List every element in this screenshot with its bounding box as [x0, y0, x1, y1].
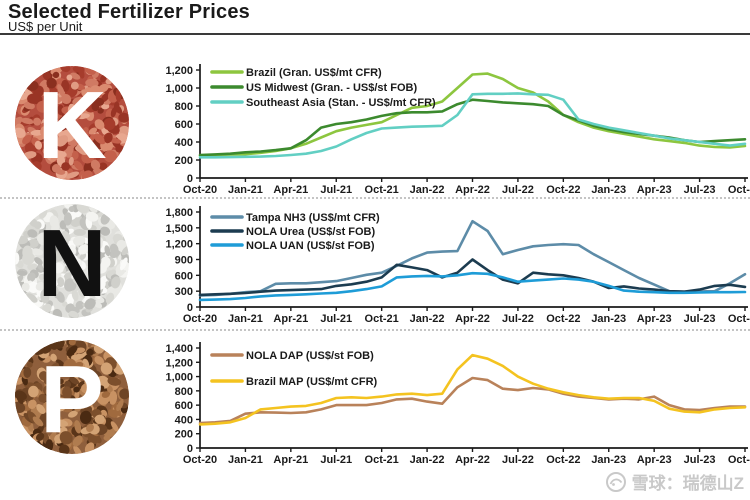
- svg-text:Oct-20: Oct-20: [183, 454, 217, 466]
- svg-text:Jul-22: Jul-22: [502, 313, 534, 325]
- watermark: 雪球：瑞德山Z: [605, 469, 744, 494]
- svg-text:Oct-23: Oct-23: [728, 454, 750, 466]
- svg-text:Apr-22: Apr-22: [455, 454, 490, 466]
- svg-text:900: 900: [175, 255, 193, 267]
- svg-text:400: 400: [175, 137, 193, 149]
- svg-text:Jul-21: Jul-21: [320, 454, 352, 466]
- svg-text:Oct-23: Oct-23: [728, 313, 750, 325]
- xueqiu-logo-icon: [605, 471, 626, 492]
- svg-text:Jul-22: Jul-22: [502, 184, 534, 196]
- svg-text:Jul-21: Jul-21: [320, 184, 352, 196]
- svg-text:0: 0: [187, 173, 193, 185]
- svg-text:Jul-22: Jul-22: [502, 454, 534, 466]
- svg-text:Oct-22: Oct-22: [546, 184, 580, 196]
- nutrient-letter: N: [37, 210, 106, 317]
- svg-text:Oct-22: Oct-22: [546, 454, 580, 466]
- svg-text:Apr-23: Apr-23: [637, 313, 672, 325]
- svg-text:200: 200: [175, 429, 193, 441]
- svg-text:Jul-23: Jul-23: [684, 184, 716, 196]
- svg-text:1,000: 1,000: [165, 372, 193, 384]
- svg-text:Apr-21: Apr-21: [273, 313, 308, 325]
- watermark-text: 雪球：瑞德山Z: [631, 474, 744, 493]
- svg-text:800: 800: [175, 386, 193, 398]
- svg-text:Apr-21: Apr-21: [273, 454, 308, 466]
- potash-k-icon: K: [15, 66, 129, 180]
- svg-text:NOLA DAP (US$/st FOB): NOLA DAP (US$/st FOB): [246, 350, 374, 362]
- svg-text:1,000: 1,000: [165, 83, 193, 95]
- svg-text:Oct-21: Oct-21: [365, 184, 399, 196]
- svg-text:0: 0: [187, 302, 193, 314]
- svg-text:Tampa NH3 (US$/mt CFR): Tampa NH3 (US$/mt CFR): [246, 212, 380, 224]
- svg-text:200: 200: [175, 155, 193, 167]
- svg-text:0: 0: [187, 443, 193, 455]
- svg-text:Oct-21: Oct-21: [365, 313, 399, 325]
- svg-text:Oct-23: Oct-23: [728, 184, 750, 196]
- panel-separator: [0, 329, 750, 331]
- svg-text:800: 800: [175, 101, 193, 113]
- svg-text:Apr-23: Apr-23: [637, 454, 672, 466]
- page-subtitle: US$ per Unit: [8, 19, 83, 34]
- nitrogen-n-icon: N: [15, 204, 129, 318]
- svg-text:Jan-22: Jan-22: [410, 454, 445, 466]
- svg-text:Oct-20: Oct-20: [183, 184, 217, 196]
- svg-text:Jul-23: Jul-23: [684, 313, 716, 325]
- svg-text:600: 600: [175, 270, 193, 282]
- svg-text:Apr-22: Apr-22: [455, 313, 490, 325]
- svg-text:600: 600: [175, 400, 193, 412]
- svg-text:1,500: 1,500: [165, 223, 193, 235]
- svg-text:Jul-21: Jul-21: [320, 313, 352, 325]
- svg-text:Apr-23: Apr-23: [637, 184, 672, 196]
- svg-text:600: 600: [175, 119, 193, 131]
- svg-text:1,200: 1,200: [165, 65, 193, 77]
- svg-text:400: 400: [175, 414, 193, 426]
- nutrient-letter: P: [40, 346, 104, 453]
- svg-text:Jan-23: Jan-23: [591, 454, 626, 466]
- svg-text:Apr-21: Apr-21: [273, 184, 308, 196]
- potash-price-chart: 0 200 400 600 800 1,000 1,200 Oct-20 Jan-21 Apr-2…: [165, 64, 750, 196]
- phosphate-price-chart: 0 200 400 600 800 1,000 1,200 1,400 Oct-20 Jan-21…: [165, 342, 750, 466]
- svg-text:Oct-21: Oct-21: [365, 454, 399, 466]
- svg-text:NOLA UAN (US$/st FOB): NOLA UAN (US$/st FOB): [246, 240, 375, 252]
- svg-text:1,800: 1,800: [165, 207, 193, 219]
- svg-text:300: 300: [175, 286, 193, 298]
- header-divider: [0, 33, 750, 35]
- svg-text:Apr-22: Apr-22: [455, 184, 490, 196]
- page-title: Selected Fertilizer Prices: [8, 1, 250, 23]
- panel-separator: [0, 197, 750, 199]
- svg-text:US Midwest (Gran. - US$/st FOB: US Midwest (Gran. - US$/st FOB): [246, 82, 417, 94]
- svg-text:Brazil (Gran. US$/mt CFR): Brazil (Gran. US$/mt CFR): [246, 67, 382, 79]
- svg-text:1,400: 1,400: [165, 343, 193, 355]
- svg-text:Jul-23: Jul-23: [684, 454, 716, 466]
- svg-text:Southeast Asia (Stan. - US$/mt: Southeast Asia (Stan. - US$/mt CFR): [246, 97, 436, 109]
- svg-text:Jan-23: Jan-23: [591, 184, 626, 196]
- svg-text:Jan-22: Jan-22: [410, 184, 445, 196]
- svg-text:1,200: 1,200: [165, 239, 193, 251]
- svg-text:Oct-20: Oct-20: [183, 313, 217, 325]
- svg-text:Jan-22: Jan-22: [410, 313, 445, 325]
- nitrogen-price-chart: 0 300 600 900 1,200 1,500 1,800 Oct-20 Jan-21 Apr…: [165, 206, 750, 325]
- svg-text:Jan-21: Jan-21: [228, 454, 263, 466]
- svg-text:Jan-21: Jan-21: [228, 184, 263, 196]
- svg-text:Oct-22: Oct-22: [546, 313, 580, 325]
- svg-text:1,200: 1,200: [165, 357, 193, 369]
- phosphate-p-icon: P: [15, 340, 129, 454]
- svg-text:Jan-23: Jan-23: [591, 313, 626, 325]
- nutrient-letter: K: [37, 72, 106, 179]
- svg-text:Jan-21: Jan-21: [228, 313, 263, 325]
- svg-text:NOLA Urea (US$/st FOB): NOLA Urea (US$/st FOB): [246, 226, 376, 238]
- svg-text:Brazil MAP (US$/mt CFR): Brazil MAP (US$/mt CFR): [246, 376, 378, 388]
